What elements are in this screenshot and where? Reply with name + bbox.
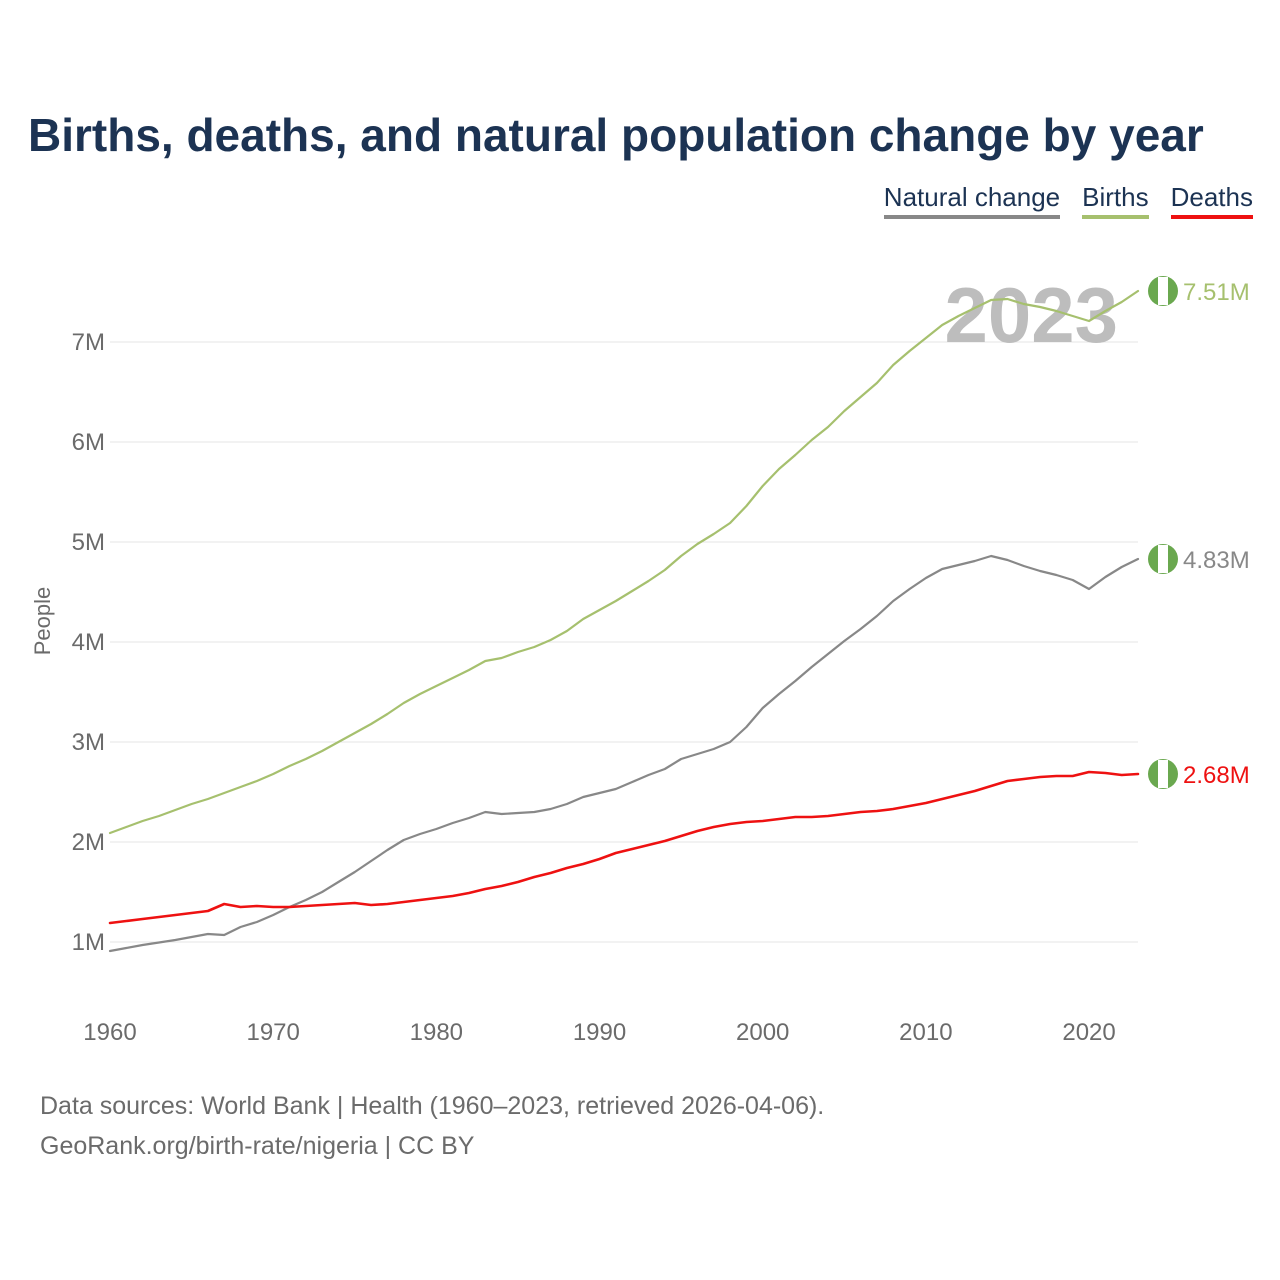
footer-sources: Data sources: World Bank | Health (1960–… bbox=[40, 1092, 825, 1120]
end-label-natural-change: 4.83M bbox=[1183, 547, 1250, 574]
y-tick-4M: 4M bbox=[72, 629, 105, 656]
series-end-markers: 7.51M 4.83M 2.68M bbox=[1148, 276, 1250, 789]
end-marker-births bbox=[1148, 276, 1178, 306]
year-watermark: 2023 bbox=[944, 271, 1118, 359]
x-tick-1960: 1960 bbox=[83, 1019, 136, 1046]
y-axis-label: People bbox=[30, 587, 55, 656]
legend-deaths[interactable]: Deaths bbox=[1170, 182, 1253, 219]
x-tick-1970: 1970 bbox=[246, 1019, 299, 1046]
x-tick-2000: 2000 bbox=[736, 1019, 789, 1046]
grid-lines bbox=[110, 341, 1138, 943]
y-tick-3M: 3M bbox=[72, 729, 105, 756]
x-tick-1980: 1980 bbox=[410, 1019, 463, 1046]
y-tick-5M: 5M bbox=[72, 529, 105, 556]
y-axis-ticks: 1M 2M 3M 4M 5M 6M 7M bbox=[72, 329, 105, 956]
chart-title: Births, deaths, and natural population c… bbox=[28, 109, 1204, 161]
line-chart: 1M 2M 3M 4M 5M 6M 7M 1960 1970 1980 1990 2000 2010 2… bbox=[30, 271, 1250, 1046]
legend: Natural change Births Deaths bbox=[883, 182, 1253, 219]
series-line-births bbox=[108, 289, 1140, 835]
x-tick-1990: 1990 bbox=[573, 1019, 626, 1046]
end-marker-deaths bbox=[1148, 759, 1178, 789]
footer-credit: GeoRank.org/birth-rate/nigeria | CC BY bbox=[40, 1132, 475, 1160]
end-label-births: 7.51M bbox=[1183, 279, 1250, 306]
x-axis-ticks: 1960 1970 1980 1990 2000 2010 2020 bbox=[83, 1019, 1115, 1046]
end-label-deaths: 2.68M bbox=[1183, 762, 1250, 789]
footer: Data sources: World Bank | Health (1960–… bbox=[40, 1086, 824, 1166]
legend-natural-change[interactable]: Natural change bbox=[883, 182, 1061, 219]
legend-births[interactable]: Births bbox=[1082, 182, 1149, 219]
series-line-deaths bbox=[108, 770, 1140, 925]
y-tick-7M: 7M bbox=[72, 329, 105, 356]
x-tick-2020: 2020 bbox=[1062, 1019, 1115, 1046]
y-tick-2M: 2M bbox=[72, 829, 105, 856]
x-tick-2010: 2010 bbox=[899, 1019, 952, 1046]
series-line-natural-change bbox=[108, 554, 1140, 953]
y-tick-6M: 6M bbox=[72, 429, 105, 456]
y-tick-1M: 1M bbox=[72, 929, 105, 956]
end-marker-natural-change bbox=[1148, 544, 1178, 574]
series-lines bbox=[108, 289, 1140, 953]
